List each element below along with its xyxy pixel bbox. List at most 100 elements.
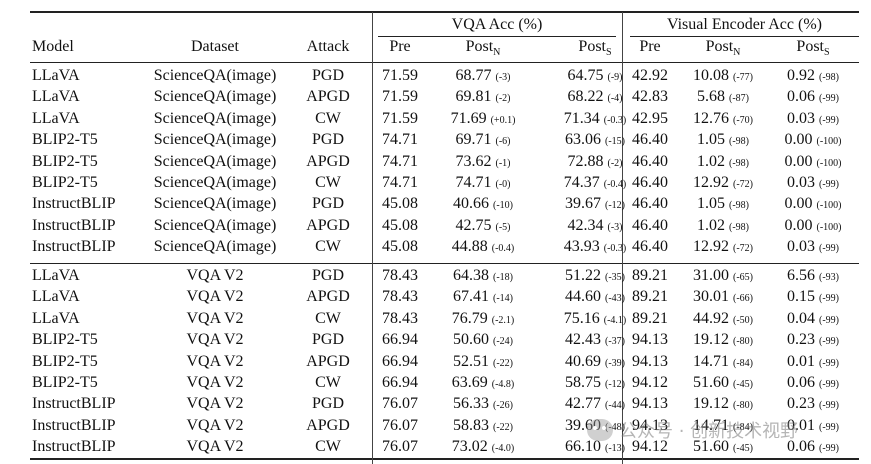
row-vqa-post-n: 73.62 (-1) xyxy=(428,152,538,174)
row-ve-post-n-delta: (-77) xyxy=(733,72,753,83)
row-vqa-post-n-delta: (-22) xyxy=(493,357,513,369)
row-vqa-post-s-delta: (-13) xyxy=(605,443,625,455)
row-ve-post-n-value: 12.92 xyxy=(693,238,733,256)
row-vqa-pre: 78.43 xyxy=(382,309,418,327)
row-ve-post-n-delta: (-98) xyxy=(729,136,749,148)
row-vqa-post-s-delta: (-2) xyxy=(607,157,623,169)
row-vqa-post-n: 52.51 (-22) xyxy=(428,352,538,374)
row-ve-post-s-value: 0.01 xyxy=(787,416,819,434)
row-vqa-pre: 45.08 xyxy=(382,238,418,256)
row-model: LLaVA xyxy=(32,88,80,106)
row-vqa-post-n-value: 44.88 xyxy=(451,238,492,256)
row-ve-post-s: 0.03 (-99) xyxy=(768,109,858,131)
row-vqa-pre: 76.07 xyxy=(382,395,418,413)
row-vqa-post-n-value: 64.38 xyxy=(453,267,493,284)
row-vqa-post-s: 39.60 (-48) xyxy=(540,416,650,438)
row-vqa-post-n-delta: (-2.1) xyxy=(491,314,515,326)
row-model: InstructBLIP xyxy=(32,438,116,456)
row-vqa-post-n-value: 56.33 xyxy=(453,395,493,413)
row-model: InstructBLIP xyxy=(32,238,116,256)
row-ve-post-s-value: 0.04 xyxy=(787,309,819,327)
row-ve-post-n-delta: (-98) xyxy=(729,200,749,212)
row-ve-post-n-delta: (-72) xyxy=(733,179,753,190)
row-ve-post-n-delta: (-70) xyxy=(733,114,753,126)
ve-post-s-header-text: Post xyxy=(796,38,824,55)
row-attack: APGD xyxy=(306,88,350,106)
row-ve-post-s-value: 0.06 xyxy=(787,438,819,456)
row-model: InstructBLIP xyxy=(32,395,116,413)
row-ve-post-s: 0.01 (-99) xyxy=(768,352,858,374)
row-vqa-post-s-delta: (-3) xyxy=(607,221,623,233)
row-vqa-post-n-delta: (-24) xyxy=(493,336,513,348)
row-vqa-post-n: 56.33 (-26) xyxy=(428,394,538,416)
bottom-rule xyxy=(30,458,859,460)
row-vqa-post-n-delta: (+0.1) xyxy=(490,114,516,126)
row-ve-post-s-value: 0.06 xyxy=(787,374,819,391)
ve-post-n-header: PostN xyxy=(678,37,768,63)
row-vqa-post-n-delta: (-5) xyxy=(495,221,511,233)
row-ve-pre: 89.21 xyxy=(632,309,668,327)
row-vqa-post-n-value: 67.41 xyxy=(453,288,493,306)
row-model: LLaVA xyxy=(32,309,80,327)
row-ve-pre: 94.13 xyxy=(632,416,668,434)
row-vqa-post-s-delta: (-0.3) xyxy=(603,114,627,126)
row-vqa-post-n: 67.41 (-14) xyxy=(428,287,538,309)
row-model: LLaVA xyxy=(32,67,80,84)
row-vqa-post-n-value: 73.02 xyxy=(451,438,492,456)
row-ve-post-s-delta: (-99) xyxy=(819,179,839,190)
row-vqa-post-s: 63.06 (-15) xyxy=(540,130,650,152)
row-vqa-post-n-value: 71.69 xyxy=(450,109,491,127)
row-ve-post-s-delta: (-100) xyxy=(816,136,842,148)
row-vqa-post-s-value: 63.06 xyxy=(565,131,605,149)
row-dataset: VQA V2 xyxy=(186,352,244,370)
row-vqa-post-s-delta: (-39) xyxy=(605,357,625,369)
row-vqa-post-s: 74.37 (-0.4) xyxy=(540,173,650,195)
row-vqa-post-n: 64.38 (-18) xyxy=(428,266,538,288)
row-vqa-post-s-value: 39.67 xyxy=(565,195,605,213)
row-ve-post-n: 44.92 (-50) xyxy=(678,309,768,331)
row-ve-pre: 94.13 xyxy=(632,395,668,413)
row-ve-post-s: 0.00 (-100) xyxy=(768,130,858,152)
row-ve-post-n-value: 14.71 xyxy=(693,416,733,434)
row-model: LLaVA xyxy=(32,288,80,306)
row-ve-post-n-delta: (-80) xyxy=(733,336,753,348)
row-vqa-pre: 66.94 xyxy=(382,331,418,349)
row-model: LLaVA xyxy=(32,267,80,284)
row-ve-post-n: 30.01 (-66) xyxy=(678,287,768,309)
ve-post-n-header-text: Post xyxy=(705,38,734,55)
row-ve-post-s-value: 0.92 xyxy=(787,67,819,84)
row-ve-post-n-delta: (-66) xyxy=(733,293,753,305)
row-vqa-post-n: 58.83 (-22) xyxy=(428,416,538,438)
row-ve-post-s-delta: (-100) xyxy=(816,200,842,212)
row-vqa-post-s-delta: (-9) xyxy=(607,72,623,83)
row-attack: CW xyxy=(315,109,341,127)
row-ve-pre: 42.83 xyxy=(632,88,668,106)
row-vqa-post-n-delta: (-22) xyxy=(493,421,513,433)
row-ve-pre: 46.40 xyxy=(632,152,668,170)
row-vqa-post-s: 72.88 (-2) xyxy=(540,152,650,174)
row-vqa-post-n-value: 73.62 xyxy=(455,152,496,170)
row-vqa-post-n-value: 69.81 xyxy=(455,88,496,106)
row-dataset: ScienceQA(image) xyxy=(153,131,277,149)
row-ve-post-s-delta: (-99) xyxy=(819,400,839,412)
row-ve-post-s: 0.06 (-99) xyxy=(768,87,858,109)
row-attack: APGD xyxy=(306,152,350,170)
row-ve-post-s: 0.92 (-98) xyxy=(768,66,858,88)
row-vqa-post-n-value: 68.77 xyxy=(455,67,496,84)
row-ve-post-s-delta: (-100) xyxy=(816,221,842,233)
row-vqa-pre: 71.59 xyxy=(382,109,418,127)
row-ve-post-n: 51.60 (-45) xyxy=(678,373,768,395)
row-model: BLIP2-T5 xyxy=(32,331,98,349)
row-vqa-post-s-value: 66.10 xyxy=(565,438,605,456)
ve-post-s-header-subscript: S xyxy=(824,47,830,59)
row-attack: PGD xyxy=(311,195,344,213)
row-dataset: VQA V2 xyxy=(186,267,244,284)
row-vqa-post-s: 39.67 (-12) xyxy=(540,194,650,216)
row-vqa-post-s-value: 72.88 xyxy=(567,152,608,170)
row-vqa-post-s: 43.93 (-0.3) xyxy=(540,237,650,259)
row-vqa-post-s: 44.60 (-43) xyxy=(540,287,650,309)
row-dataset: ScienceQA(image) xyxy=(153,174,277,191)
row-ve-post-s-delta: (-99) xyxy=(819,314,839,326)
row-model: InstructBLIP xyxy=(32,216,116,234)
row-vqa-post-s-value: 42.77 xyxy=(565,395,605,413)
